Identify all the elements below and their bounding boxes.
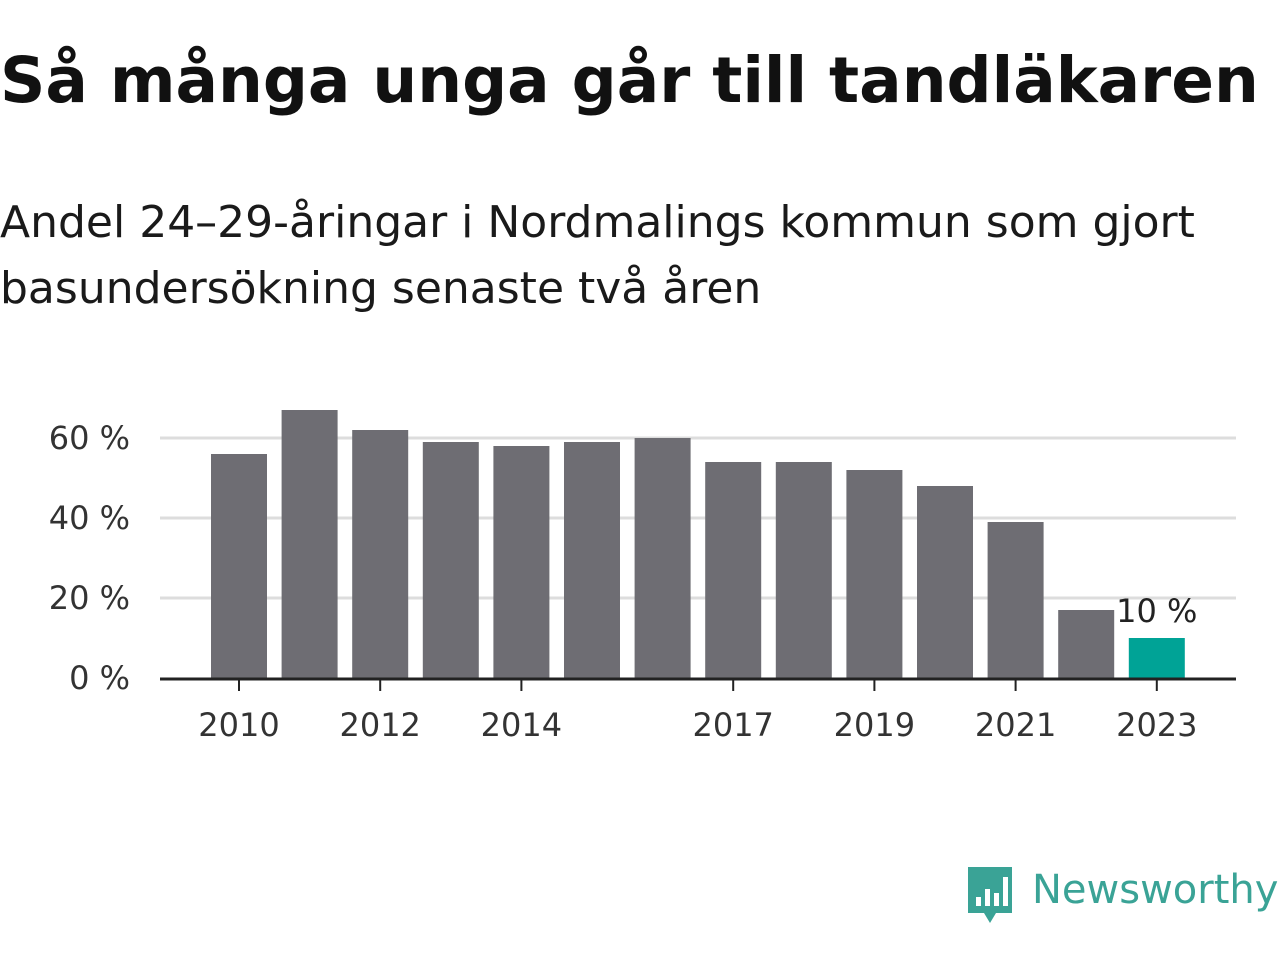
data-labels: 10 % xyxy=(1116,592,1197,630)
bar xyxy=(352,430,409,678)
bar xyxy=(634,438,691,678)
bar xyxy=(846,470,903,678)
bar xyxy=(705,462,762,678)
bar xyxy=(281,410,338,678)
x-tick-label: 2023 xyxy=(1116,706,1197,744)
data-label: 10 % xyxy=(1116,592,1197,630)
chart-subtitle: Andel 24–29-åringar i Nordmalings kommun… xyxy=(0,197,1195,314)
x-tick-label: 2014 xyxy=(481,706,562,744)
chart-title: Så många unga går till tandläkaren xyxy=(0,44,1259,117)
y-tick-label: 20 % xyxy=(49,579,130,617)
bar xyxy=(422,442,479,678)
y-tick-label: 0 % xyxy=(69,659,130,697)
x-tick-label: 2017 xyxy=(692,706,773,744)
brand-name: Newsworthy xyxy=(1032,867,1279,913)
x-tick-label: 2019 xyxy=(834,706,915,744)
bar xyxy=(1058,610,1115,678)
bar xyxy=(987,522,1044,678)
bar xyxy=(917,486,973,678)
gridlines xyxy=(160,436,1236,600)
y-tick-label: 40 % xyxy=(49,499,130,537)
x-axis-ticks: 2010 2012 2014 2017 2019 2021 2023 xyxy=(198,679,1198,744)
bar xyxy=(564,442,620,678)
y-axis-ticks: 0 % 20 % 40 % 60 % xyxy=(49,419,130,697)
x-tick-label: 2021 xyxy=(975,706,1056,744)
bar xyxy=(493,446,550,678)
newsworthy-logo: Newsworthy xyxy=(964,862,1278,926)
bar-highlight xyxy=(1128,638,1185,678)
y-tick-label: 60 % xyxy=(49,419,130,457)
x-tick-label: 2012 xyxy=(339,706,420,744)
x-tick-label: 2010 xyxy=(198,706,279,744)
bar-chart: 0 % 20 % 40 % 60 % 2010 2012 2014 2017 2019 2021… xyxy=(49,410,1236,744)
bar xyxy=(211,454,267,678)
bar xyxy=(775,462,832,678)
newsworthy-logo-icon xyxy=(968,867,1012,923)
bars xyxy=(211,410,1185,678)
